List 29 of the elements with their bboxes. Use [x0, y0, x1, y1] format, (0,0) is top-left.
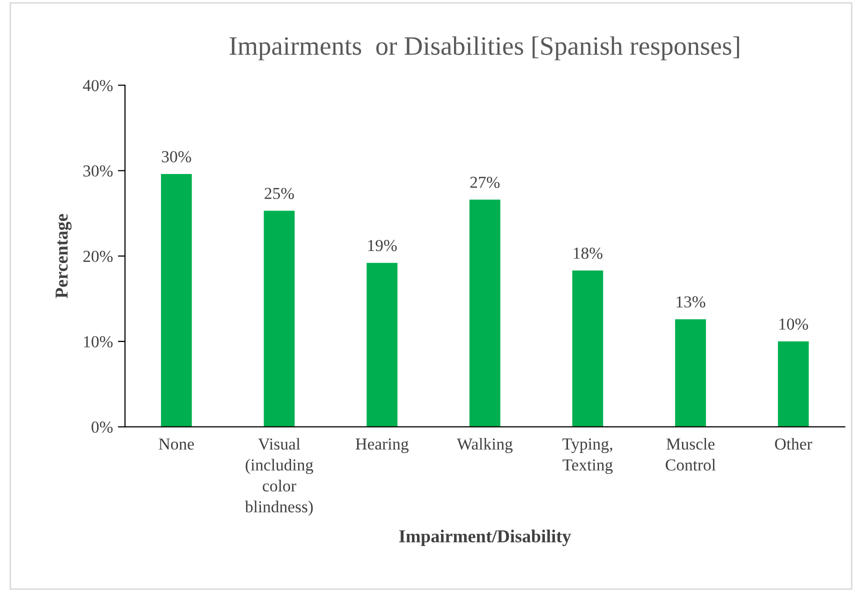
x-tick-label: Typing, Texting — [562, 438, 613, 474]
x-tick-label: None — [158, 438, 194, 450]
y-tick-label: 10% — [84, 336, 113, 348]
bar — [366, 262, 398, 427]
y-tick-label: 40% — [82, 80, 113, 92]
y-tick-label: 30% — [83, 165, 113, 177]
chart-title: Impairments or Disabilities [Spanish responses] — [230, 36, 740, 60]
data-label: 13% — [676, 296, 706, 308]
data-label: 10% — [780, 318, 808, 330]
x-tick-label: Other — [775, 438, 812, 450]
x-tick-label: Hearing — [356, 438, 409, 454]
data-label: 18% — [574, 248, 602, 259]
bar — [469, 200, 500, 427]
x-axis-title: Impairment/Disability — [399, 530, 571, 546]
bar — [572, 270, 604, 427]
data-label: 27% — [470, 176, 500, 188]
x-tick-label: Visual (including color blindness) — [244, 438, 314, 516]
y-tick-label: 0% — [92, 422, 113, 433]
bar — [160, 174, 192, 427]
data-label: 19% — [368, 240, 397, 252]
data-label: 25% — [264, 188, 294, 200]
x-tick-label: Walking — [456, 438, 513, 454]
data-label: 30% — [162, 151, 192, 162]
bar — [264, 210, 295, 427]
bar — [778, 341, 809, 427]
y-tick-label: 20% — [83, 250, 113, 262]
bar — [675, 319, 706, 427]
y-axis-title: Percentage — [56, 214, 72, 298]
x-tick-label: Muscle Control — [666, 438, 716, 471]
